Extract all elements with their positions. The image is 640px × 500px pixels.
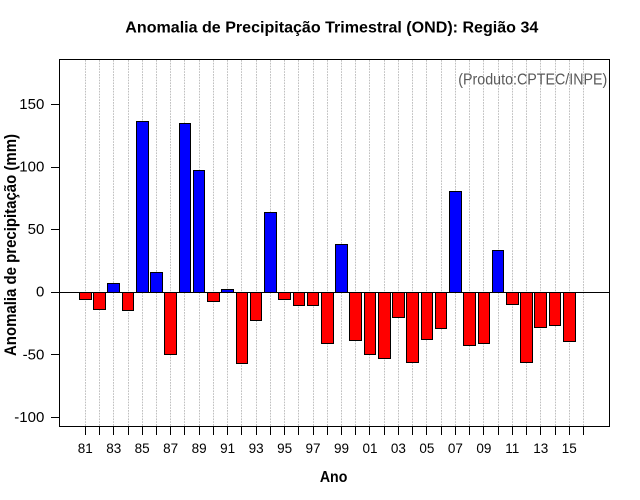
svg-text:93: 93 xyxy=(249,441,264,456)
svg-text:99: 99 xyxy=(334,441,349,456)
svg-text:03: 03 xyxy=(391,441,406,456)
svg-text:83: 83 xyxy=(106,441,121,456)
svg-text:0: 0 xyxy=(36,284,44,301)
svg-text:87: 87 xyxy=(163,441,178,456)
svg-text:Ano: Ano xyxy=(320,468,348,486)
svg-text:Anomalia de Precipitação Trime: Anomalia de Precipitação Trimestral (OND… xyxy=(125,19,538,37)
svg-text:81: 81 xyxy=(78,441,93,456)
svg-text:13: 13 xyxy=(533,441,548,456)
svg-text:91: 91 xyxy=(220,441,235,456)
svg-text:95: 95 xyxy=(277,441,292,456)
svg-text:-50: -50 xyxy=(23,346,45,363)
svg-text:15: 15 xyxy=(562,441,577,456)
svg-text:50: 50 xyxy=(28,221,45,238)
svg-text:89: 89 xyxy=(192,441,207,456)
svg-text:09: 09 xyxy=(476,441,491,456)
svg-text:01: 01 xyxy=(362,441,377,456)
svg-text:97: 97 xyxy=(305,441,320,456)
svg-text:(Produto:CPTEC/INPE): (Produto:CPTEC/INPE) xyxy=(458,72,607,89)
svg-text:11: 11 xyxy=(505,441,519,456)
svg-text:-100: -100 xyxy=(14,409,44,426)
svg-text:05: 05 xyxy=(419,441,434,456)
svg-text:100: 100 xyxy=(19,159,44,176)
svg-text:150: 150 xyxy=(19,96,44,113)
svg-text:85: 85 xyxy=(135,441,150,456)
svg-text:07: 07 xyxy=(448,441,463,456)
svg-text:Anomalia de precipitação (mm): Anomalia de precipitação (mm) xyxy=(1,134,20,356)
